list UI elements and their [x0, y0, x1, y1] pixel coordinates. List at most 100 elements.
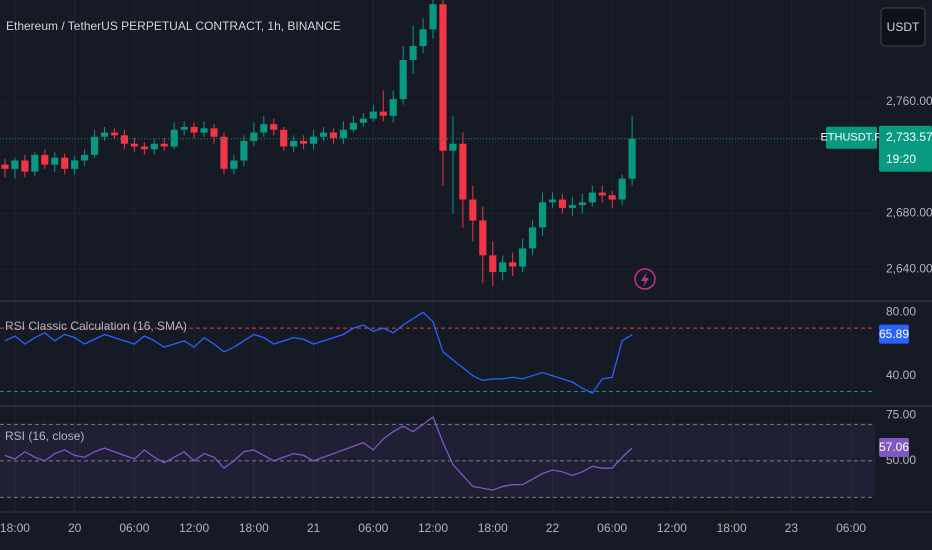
x-tick-label: 12:00 [418, 521, 448, 535]
candle-body [110, 132, 119, 136]
x-tick-label: 12:00 [179, 521, 209, 535]
candle-body [71, 160, 79, 169]
candle-body [379, 111, 387, 116]
candle-body [240, 140, 248, 161]
currency-button[interactable] [880, 7, 926, 47]
alert-icon [634, 268, 656, 290]
candle-body [558, 199, 567, 208]
candle-body [319, 132, 328, 137]
countdown-label: 19:20 [886, 152, 916, 166]
candle-body [618, 178, 626, 200]
candle-body [568, 205, 576, 208]
candle-body [21, 160, 29, 172]
candle-body [81, 154, 89, 161]
candle-body [100, 132, 109, 137]
y-tick-label: 2,680.00 [886, 206, 932, 220]
x-tick-label: 12:00 [657, 521, 687, 535]
indicator [0, 311, 875, 394]
candle-body [538, 202, 547, 228]
candle-body [479, 220, 487, 256]
x-tick-label: 18:00 [239, 521, 269, 535]
candle-body [170, 129, 178, 147]
candle-body [359, 118, 367, 123]
x-tick-label: 23 [785, 521, 799, 535]
candle-body [300, 140, 308, 144]
candle-body [459, 143, 467, 200]
candle-body [11, 160, 19, 169]
x-tick-label: 18:00 [478, 521, 508, 535]
symbol-label: ETHUSDT.P [820, 132, 881, 144]
candle-body [499, 262, 507, 273]
pane-title: RSI (16, close) [5, 429, 84, 443]
candle-body [429, 4, 437, 30]
symbol-badge [826, 126, 877, 149]
candle-body [220, 136, 228, 169]
candle-body [150, 143, 158, 150]
x-tick-label: 21 [307, 521, 321, 535]
last-price-label: 2,733.57 [886, 130, 932, 144]
candle-body [389, 99, 397, 116]
candle-body [309, 136, 318, 144]
candle-body [548, 199, 557, 203]
value-badge-label: 57.06 [879, 440, 909, 454]
candle-body [230, 160, 238, 169]
x-tick-label: 18:00 [0, 521, 30, 535]
currency-label: USDT [887, 20, 920, 34]
candle-body [369, 111, 377, 119]
grid [0, 0, 875, 512]
x-tick-label: 18:00 [717, 521, 747, 535]
candle-body [140, 146, 148, 150]
candle-body [399, 60, 407, 100]
candle-body [329, 132, 338, 139]
candle-body [180, 126, 188, 130]
candle-body [1, 164, 9, 169]
value-badge-label: 65.89 [879, 327, 909, 341]
candle-body [598, 192, 606, 196]
candle-body [528, 227, 537, 249]
candle-body [31, 154, 39, 172]
y-tick-label: 2,640.00 [886, 261, 932, 275]
x-tick-label: 06:00 [597, 521, 627, 535]
candle-body [260, 124, 268, 133]
x-tick-label: 06:00 [836, 521, 866, 535]
y-tick-label: 80.00 [886, 304, 916, 318]
candle-body [509, 262, 517, 267]
candle-body [489, 255, 497, 273]
candle-body [41, 154, 49, 165]
y-tick-label: 75.00 [886, 407, 916, 421]
chart-title: Ethereum / TetherUS PERPETUAL CONTRACT, … [6, 19, 341, 33]
candle-body [578, 202, 586, 206]
candle-body [349, 122, 357, 130]
candle-body [200, 128, 208, 133]
x-tick-label: 22 [546, 521, 560, 535]
value-badge [879, 324, 909, 344]
candle-body [190, 126, 198, 133]
marks [0, 0, 875, 498]
price-badge [879, 125, 932, 172]
candle-body [608, 195, 616, 200]
candle-body [51, 157, 59, 165]
y-tick-label: 2,760.00 [886, 94, 932, 108]
x-tick-label: 20 [68, 521, 82, 535]
candle-body [210, 128, 218, 137]
overlay: 18:00 20 06:00 12:00 18:00 21 06:00 12:00 18:00 2… [0, 94, 932, 535]
candle-body [290, 140, 298, 147]
candle-body [270, 124, 278, 130]
candle-body [519, 248, 527, 267]
candle-body [419, 29, 427, 47]
candle-body [628, 138, 636, 179]
candle-body [120, 135, 129, 144]
value-badge [879, 437, 909, 457]
candle-body [160, 143, 168, 147]
candle-body [90, 136, 99, 155]
x-tick-label: 06:00 [358, 521, 388, 535]
candle-body [409, 46, 417, 60]
candle-body [61, 157, 69, 169]
candle-body [588, 192, 596, 203]
candle-body [130, 143, 138, 147]
candles [1, 0, 636, 287]
indicator-line [4, 416, 633, 491]
y-tick-label: 40.00 [886, 368, 916, 382]
candle-body [469, 199, 477, 221]
